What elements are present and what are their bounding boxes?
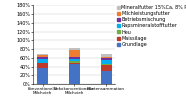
Bar bbox=[100, 71, 112, 84]
Bar bbox=[69, 64, 80, 84]
Bar bbox=[100, 64, 112, 65]
Bar bbox=[37, 68, 48, 84]
Bar bbox=[100, 54, 112, 57]
Bar bbox=[100, 65, 112, 71]
Bar bbox=[37, 59, 48, 63]
Bar bbox=[69, 63, 80, 64]
Bar bbox=[100, 58, 112, 60]
Bar bbox=[100, 57, 112, 58]
Bar bbox=[69, 57, 80, 59]
Bar bbox=[37, 54, 48, 55]
Bar bbox=[69, 50, 80, 57]
Bar bbox=[37, 63, 48, 68]
Bar bbox=[37, 57, 48, 59]
Bar bbox=[69, 61, 80, 63]
Bar bbox=[100, 60, 112, 64]
Bar bbox=[69, 59, 80, 61]
Bar bbox=[69, 48, 80, 50]
Legend: Mineralfutter 15%Ca, 8% P, Milchleistungsfutter, Betriebsmischung, Rapsmineralst: Mineralfutter 15%Ca, 8% P, Milchleistung… bbox=[117, 4, 186, 48]
Bar bbox=[37, 55, 48, 57]
